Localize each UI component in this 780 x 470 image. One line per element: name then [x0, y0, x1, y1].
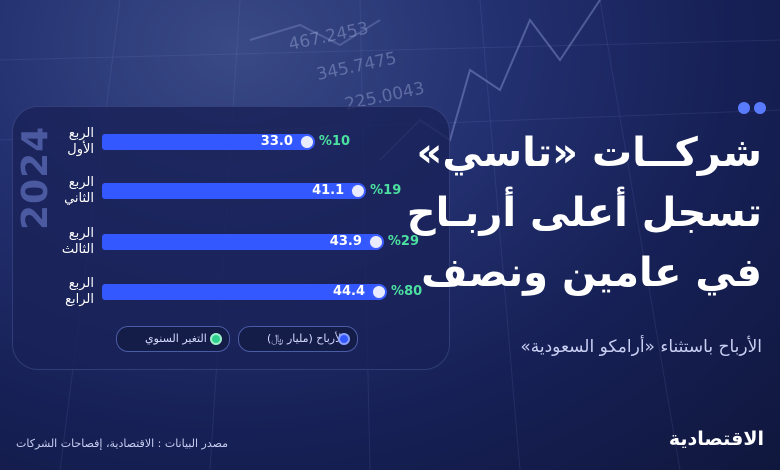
bar-end-marker [371, 284, 388, 300]
profit-value-label: 33.0 [260, 134, 293, 149]
headline-line-2: تسجل أعلى أربـاح [406, 190, 762, 236]
profit-bar [102, 134, 311, 150]
legend-swatch-change [210, 333, 222, 345]
bar-end-marker [298, 134, 315, 150]
legend-item-change: التغير السنوي [116, 326, 230, 352]
category-label-line: الربع [68, 226, 94, 241]
category-label: الربع الأول [14, 126, 94, 158]
category-label-line: الربع [68, 276, 94, 291]
headline-line-1: شركــات «تاسي» [416, 130, 763, 176]
decorative-dot [754, 102, 766, 114]
bar-end-marker [350, 183, 367, 199]
category-label-line: الربع [68, 175, 94, 190]
annual-change-label: %80 [391, 284, 423, 299]
annual-change-label: %10 [318, 134, 350, 149]
profit-value-label: 43.9 [329, 234, 362, 249]
category-label: الربع الثاني [14, 175, 94, 207]
decorative-dot [738, 102, 750, 114]
profit-bar [102, 234, 380, 250]
category-label: الربع الثالث [14, 226, 94, 258]
background-number: 345.7475 [315, 48, 399, 84]
brand-logo: الاقتصادية [668, 428, 764, 450]
annual-change-label: %29 [387, 234, 419, 249]
category-label-line: الثاني [64, 191, 94, 206]
profit-bar [102, 183, 363, 199]
category-label-line: الربع [68, 126, 94, 141]
category-label-line: الرابع [65, 292, 94, 307]
profit-value-label: 44.4 [332, 284, 366, 299]
legend-item-profits: الأرباح (مليار ﷼) [238, 326, 358, 352]
legend-label-change: التغير السنوي [145, 332, 207, 345]
bar-end-marker [367, 234, 384, 250]
source-note: مصدر البيانات : الاقتصادية، إفصاحات الشر… [16, 437, 229, 450]
profit-bar [102, 284, 384, 300]
background-number: 467.2453 [287, 18, 371, 54]
legend-label-profits: الأرباح (مليار ﷼) [267, 332, 345, 345]
category-label: الربع الرابع [14, 276, 94, 308]
annual-change-label: %19 [370, 183, 402, 198]
headline-line-3: في عامين ونصف [421, 250, 762, 296]
profit-value-label: 41.1 [312, 183, 345, 198]
subtitle: الأرباح باستثناء «أرامكو السعودية» [520, 337, 762, 357]
category-label-line: الأول [67, 142, 94, 157]
legend-swatch-profits [338, 333, 350, 345]
category-label-line: الثالث [61, 242, 94, 257]
